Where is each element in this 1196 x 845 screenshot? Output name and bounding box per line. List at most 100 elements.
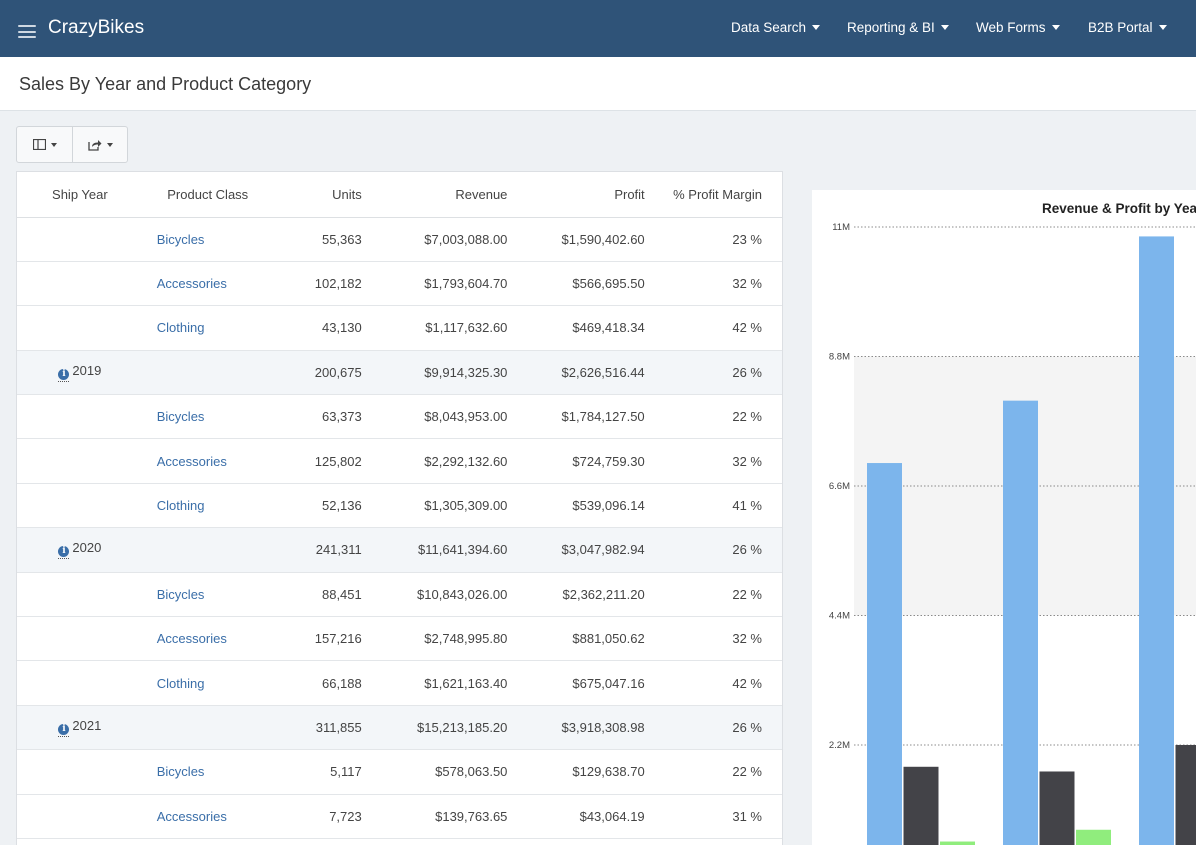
cell-units: 7,723 [272,794,362,839]
share-icon [87,139,101,151]
hamburger-menu-icon[interactable] [18,25,36,38]
chart-bar[interactable] [903,766,939,845]
cell-revenue: $2,748,995.80 [361,616,508,662]
info-icon[interactable]: i [58,720,70,737]
chevron-down-icon [940,25,949,30]
cell-units: 88,451 [272,572,362,618]
cell-profit: $675,047.16 [507,660,645,706]
top-navbar: CrazyBikes Data Search Reporting & BI We… [0,0,1196,57]
column-header-units[interactable]: Units [272,172,362,218]
cell-ship-year: i 2021 [17,705,143,751]
cell-units: 241,311 [272,527,362,573]
brand-logo[interactable]: CrazyBikes [48,17,145,38]
cell-product-class: Clothing [142,483,273,529]
cell-units: 52,136 [272,483,362,529]
chart-bar[interactable] [1076,829,1111,845]
table-row: Bicycles 63,373 $8,043,953.00 $1,784,127.50… [17,394,782,440]
cell-ship-year: i 2020 [17,527,143,573]
revenue-profit-chart: Revenue & Profit by Yea 2.2M 4.4M 6.6M 8.8M… [812,190,1196,845]
cell-revenue: $139,763.65 [361,794,508,839]
cell-profit-margin: 32 % [644,261,782,307]
chevron-down-icon [106,142,113,147]
product-class-link[interactable]: Bicycles [156,764,205,780]
cell-profit-margin: 32 % [644,438,782,484]
chart-bar[interactable] [1139,236,1174,845]
cell-revenue: $1,305,309.00 [361,483,508,529]
cell-product-class: Bicycles [142,394,273,440]
table-row: Accessories 125,802 $2,292,132.60 $724,759.… [17,438,782,484]
column-header-revenue[interactable]: Revenue [361,172,508,218]
table-row: Accessories 102,182 $1,793,604.70 $566,695.… [17,261,782,307]
column-header-profit[interactable]: Profit [507,172,645,218]
table-row: Clothing 43,130 $1,117,632.60 $469,418.34 42… [17,305,782,351]
cell-ship-year [17,438,143,484]
chevron-down-icon [812,25,821,30]
info-icon-glyph: i [58,546,70,558]
cell-profit-margin: 26 % [644,705,782,751]
nav-b2b-portal[interactable]: B2B Portal [1088,20,1167,35]
product-class-link[interactable]: Accessories [156,453,227,469]
cell-product-class [142,705,273,751]
cell-product-class: Accessories [142,438,273,484]
cell-profit: $3,047,982.94 [507,527,645,573]
cell-revenue: $11,641,394.60 [361,527,508,573]
cell-product-class [142,527,273,573]
product-class-link[interactable]: Accessories [156,276,227,292]
column-header-product-class[interactable]: Product Class [142,172,273,218]
table-row: Bicycles 5,117 $578,063.50 $129,638.70 22 % [17,749,782,795]
cell-profit-margin: 42 % [644,660,782,706]
cell-ship-year [17,261,143,307]
column-header-ship-year[interactable]: Ship Year [17,172,143,218]
chart-bar[interactable] [1175,745,1196,845]
cell-profit: $2,626,516.44 [507,350,645,396]
chart-bar[interactable] [1039,771,1075,845]
export-button[interactable] [72,127,127,162]
cell-profit: $724,759.30 [507,438,645,484]
chart-bar[interactable] [867,463,902,845]
column-header-profit-margin[interactable]: % Profit Margin [644,172,782,218]
info-icon[interactable]: i [58,365,70,382]
cell-profit-margin: 26 % [644,350,782,396]
cell-units: 5,117 [272,749,362,795]
product-class-link[interactable]: Bicycles [156,586,205,602]
cell-units: 125,802 [272,438,362,484]
cell-revenue: $1,793,604.70 [361,261,508,307]
sales-table-panel: Ship Year Product Class Units Revenue Pr… [16,171,783,845]
cell-profit-margin: 23 % [644,217,782,262]
year-subtotal-row: i 2021 311,855 $15,213,185.20 $3,918,308.98 2… [17,705,782,751]
product-class-link[interactable]: Bicycles [156,409,205,425]
y-tick-label: 8.8M [829,352,850,363]
cell-revenue: $2,292,132.60 [361,438,508,484]
nav-reporting-bi[interactable]: Reporting & BI [847,20,949,35]
cell-product-class: Bicycles [142,572,273,618]
year-subtotal-row: i 2019 200,675 $9,914,325.30 $2,626,516.44 26… [17,350,782,396]
product-class-link[interactable]: Accessories [156,808,227,824]
cell-product-class: Accessories [142,794,273,839]
chart-bar[interactable] [1003,400,1038,845]
cell-revenue: $10,843,026.00 [361,572,508,618]
product-class-link[interactable]: Bicycles [156,231,205,247]
info-icon-glyph: i [58,723,70,735]
nav-data-search[interactable]: Data Search [731,20,821,35]
cell-profit: $566,695.50 [507,261,645,307]
table-row: Accessories 7,723 $139,763.65 $43,064.19 31 … [17,794,782,839]
product-class-link[interactable]: Clothing [156,498,205,514]
product-class-link[interactable]: Clothing [156,320,205,336]
nav-web-forms[interactable]: Web Forms [976,20,1060,35]
columns-button[interactable] [17,127,72,162]
ship-year-value: 2019 [72,362,102,378]
cell-revenue: $15,213,185.20 [361,705,508,751]
chevron-down-icon [1158,25,1167,30]
cell-profit-margin: 41 % [644,483,782,529]
ship-year-value: 2020 [72,540,102,556]
cell-units: 66,188 [272,660,362,706]
cell-profit: $129,638.70 [507,749,645,795]
cell-profit: $881,050.62 [507,616,645,662]
product-class-link[interactable]: Accessories [156,631,227,647]
cell-revenue: $9,914,325.30 [361,350,508,396]
info-icon[interactable]: i [58,542,70,560]
cell-profit-margin: 22 % [644,749,782,795]
chart-bar[interactable] [940,841,975,845]
product-class-link[interactable]: Clothing [156,675,205,691]
table-row: Clothing 66,188 $1,621,163.40 $675,047.16 42… [17,660,782,706]
